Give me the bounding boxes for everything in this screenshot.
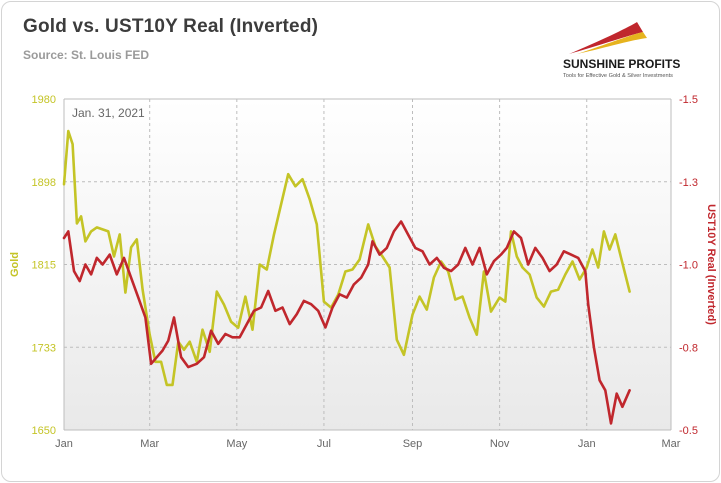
y-right-tick-label: -1.3	[679, 177, 698, 189]
y-left-tick-label: 1980	[32, 94, 56, 106]
y-left-tick-label: 1815	[32, 260, 56, 272]
logo-swoosh-red	[569, 22, 643, 54]
y-left-tick-label: 1650	[32, 425, 56, 437]
y-right-tick-label: -0.5	[679, 425, 698, 437]
axes: 1980 1898 1815 1733 1650 -1.5 -1.3 -1.0 -0.8 -0.5…	[9, 94, 717, 450]
y-left-tick-label: 1733	[32, 342, 56, 354]
y-right-tick-label: -1.0	[679, 260, 698, 272]
x-tick-label: Mar	[662, 438, 681, 450]
x-tick-label: Jul	[317, 438, 331, 450]
x-tick-label: Nov	[490, 438, 510, 450]
x-tick-label: Jan	[55, 438, 73, 450]
y-left-axis-title: Gold	[9, 252, 21, 277]
sunshine-profits-logo: SUNSHINE PROFITS Tools for Effective Gol…	[563, 22, 680, 79]
chart-source: Source: St. Louis FED	[23, 48, 150, 62]
x-tick-label: May	[226, 438, 247, 450]
ust10y-real-series-line	[62, 220, 631, 425]
logo-wordmark: SUNSHINE PROFITS	[563, 57, 680, 71]
chart-annotation: Jan. 31, 2021	[72, 106, 145, 120]
y-right-tick-label: -0.8	[679, 342, 698, 354]
x-tick-label: Sep	[403, 438, 423, 450]
logo-swoosh-gold	[577, 32, 647, 54]
y-left-tick-label: 1898	[32, 177, 56, 189]
y-right-axis-title: UST10Y Real (Inverted)	[705, 204, 717, 325]
logo-tagline: Tools for Effective Gold & Silver Invest…	[563, 73, 673, 79]
series-lines	[62, 129, 631, 425]
chart-title: Gold vs. UST10Y Real (Inverted)	[23, 16, 319, 37]
x-tick-label: Jan	[578, 438, 596, 450]
y-right-tick-label: -1.5	[679, 94, 698, 106]
x-tick-label: Mar	[140, 438, 159, 450]
